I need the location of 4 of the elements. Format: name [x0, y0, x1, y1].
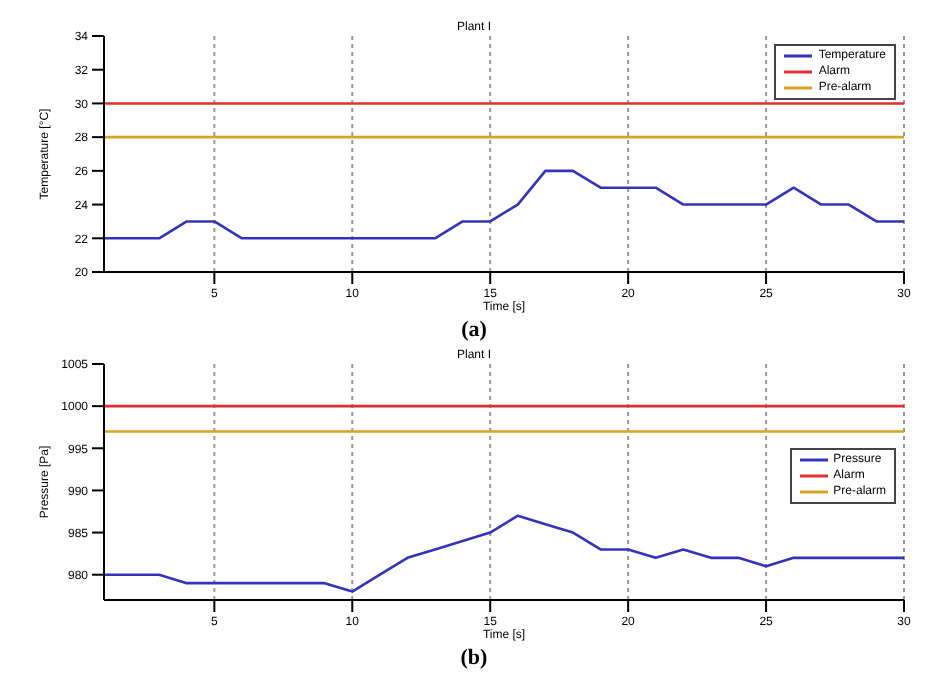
text: (a): [459, 316, 489, 344]
text: (b): [458, 644, 490, 672]
line-series: [104, 514, 904, 593]
line-series: [104, 169, 904, 240]
